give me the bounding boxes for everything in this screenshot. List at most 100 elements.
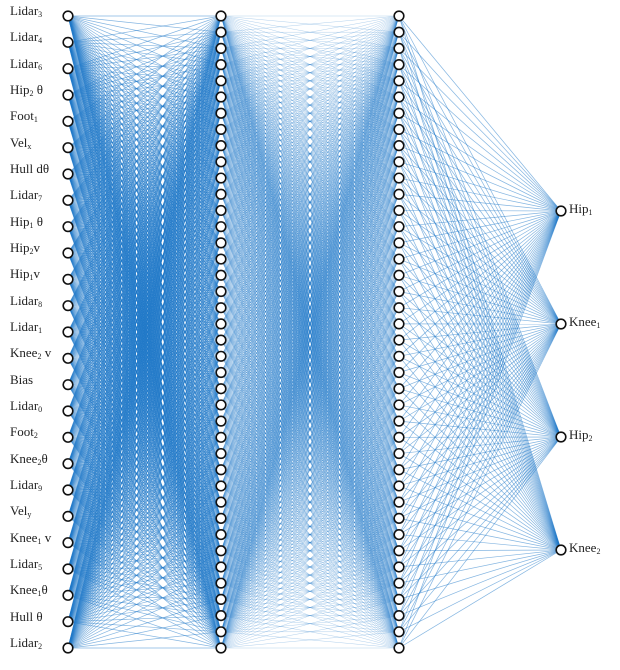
edge-hidden1-hidden2 — [220, 113, 400, 632]
hidden2-node — [393, 253, 405, 265]
input-label-text: Lidar — [10, 29, 39, 45]
edge-hidden1-hidden2 — [220, 31, 400, 146]
edge-hidden1-hidden2 — [220, 96, 400, 616]
edge-hidden1-hidden2 — [220, 275, 400, 470]
edge-hidden1-hidden2 — [220, 129, 400, 632]
edge-hidden1-hidden2 — [220, 194, 400, 276]
edge-hidden1-hidden2 — [220, 80, 400, 438]
edge-hidden1-hidden2 — [220, 32, 400, 616]
edge-hidden1-hidden2 — [220, 96, 400, 276]
edge-hidden1-hidden2 — [220, 161, 400, 616]
edge-hidden1-hidden2 — [220, 161, 400, 535]
edge-hidden1-hidden2 — [220, 501, 400, 519]
edge-hidden1-hidden2 — [220, 307, 400, 616]
edge-hidden1-hidden2 — [220, 258, 400, 389]
input-label: Hull θ — [10, 609, 43, 624]
edge-hidden1-hidden2 — [220, 485, 400, 584]
edge-hidden1-hidden2 — [220, 258, 400, 292]
edge-hidden1-hidden2 — [220, 80, 400, 163]
edge-hidden1-hidden2 — [220, 291, 400, 616]
edge-hidden1-hidden2 — [220, 404, 400, 616]
edge-hidden1-hidden2 — [220, 307, 400, 584]
edge-hidden1-hidden2 — [220, 15, 400, 49]
edge-hidden1-hidden2 — [220, 31, 400, 146]
edge-hidden2-output — [398, 48, 562, 212]
edge-hidden1-hidden2 — [220, 96, 400, 551]
edge-hidden1-hidden2 — [220, 48, 400, 260]
edge-hidden1-hidden2 — [220, 80, 400, 211]
edge-hidden1-hidden2 — [220, 64, 400, 98]
edge-hidden1-hidden2 — [220, 242, 400, 600]
edge-hidden1-hidden2 — [220, 420, 400, 470]
edge-hidden1-hidden2 — [220, 113, 400, 487]
edge-hidden1-hidden2 — [220, 323, 400, 389]
edge-hidden1-hidden2 — [220, 275, 400, 649]
edge-hidden1-hidden2 — [220, 96, 400, 551]
edge-hidden1-hidden2 — [220, 48, 400, 276]
edge-hidden1-hidden2 — [220, 420, 400, 600]
hidden1-node — [215, 593, 227, 605]
edge-hidden1-hidden2 — [220, 275, 400, 503]
edge-hidden1-hidden2 — [220, 15, 400, 114]
edge-hidden1-hidden2 — [220, 550, 400, 568]
edge-hidden1-hidden2 — [220, 501, 400, 568]
input-label: Lidar6 — [10, 56, 42, 75]
edge-hidden1-hidden2 — [220, 80, 400, 195]
input-node — [62, 115, 74, 127]
edge-hidden1-hidden2 — [220, 145, 400, 600]
input-label-subscript: 8 — [38, 299, 43, 309]
edge-hidden1-hidden2 — [220, 64, 400, 568]
edge-hidden1-hidden2 — [220, 323, 400, 503]
edge-input-hidden1 — [67, 437, 222, 649]
edge-hidden1-hidden2 — [220, 64, 400, 260]
hidden1-node — [215, 26, 227, 38]
edge-hidden1-hidden2 — [220, 177, 400, 568]
edge-hidden1-hidden2 — [220, 469, 400, 487]
input-label: Hip1 θ — [10, 214, 43, 233]
edge-hidden1-hidden2 — [220, 210, 400, 341]
edge-input-hidden1 — [67, 64, 222, 649]
edge-hidden1-hidden2 — [220, 145, 400, 454]
edge-hidden1-hidden2 — [220, 226, 400, 438]
edge-hidden1-hidden2 — [220, 177, 400, 649]
edge-hidden1-hidden2 — [220, 258, 400, 487]
edge-hidden1-hidden2 — [220, 113, 400, 616]
edge-hidden1-hidden2 — [220, 80, 400, 276]
edge-hidden1-hidden2 — [220, 64, 400, 130]
edge-hidden1-hidden2 — [220, 32, 400, 470]
edge-hidden1-hidden2 — [220, 177, 400, 276]
edge-hidden1-hidden2 — [220, 161, 400, 551]
edge-hidden1-hidden2 — [220, 437, 400, 519]
edge-hidden1-hidden2 — [220, 96, 400, 454]
edge-hidden1-hidden2 — [220, 307, 400, 503]
edge-hidden1-hidden2 — [220, 356, 400, 600]
hidden2-node — [393, 26, 405, 38]
edge-hidden1-hidden2 — [220, 372, 400, 519]
edge-hidden1-hidden2 — [220, 48, 400, 503]
edge-hidden1-hidden2 — [220, 32, 400, 454]
edge-hidden1-hidden2 — [220, 339, 400, 568]
edge-hidden1-hidden2 — [220, 145, 400, 276]
edge-hidden1-hidden2 — [220, 96, 400, 632]
edge-hidden1-hidden2 — [220, 356, 400, 406]
edge-hidden1-hidden2 — [220, 96, 400, 422]
edge-hidden1-hidden2 — [220, 145, 400, 616]
edge-hidden1-hidden2 — [220, 96, 400, 616]
edge-hidden1-hidden2 — [220, 534, 400, 633]
edge-hidden1-hidden2 — [220, 32, 400, 535]
edge-hidden1-hidden2 — [220, 177, 400, 325]
edge-hidden1-hidden2 — [220, 64, 400, 454]
edge-hidden1-hidden2 — [220, 226, 400, 308]
edge-hidden1-hidden2 — [220, 15, 400, 163]
edge-hidden1-hidden2 — [220, 48, 400, 454]
hidden2-node — [393, 107, 405, 119]
edge-hidden1-hidden2 — [220, 323, 400, 503]
edge-hidden1-hidden2 — [220, 48, 400, 568]
output-layer-nodes — [555, 205, 567, 556]
edge-hidden1-hidden2 — [220, 388, 400, 519]
edge-hidden1-hidden2 — [220, 323, 400, 341]
edge-hidden1-hidden2 — [220, 518, 400, 600]
edge-hidden1-hidden2 — [220, 242, 400, 470]
edge-hidden2-output — [398, 210, 562, 325]
edge-hidden1-hidden2 — [220, 275, 400, 487]
